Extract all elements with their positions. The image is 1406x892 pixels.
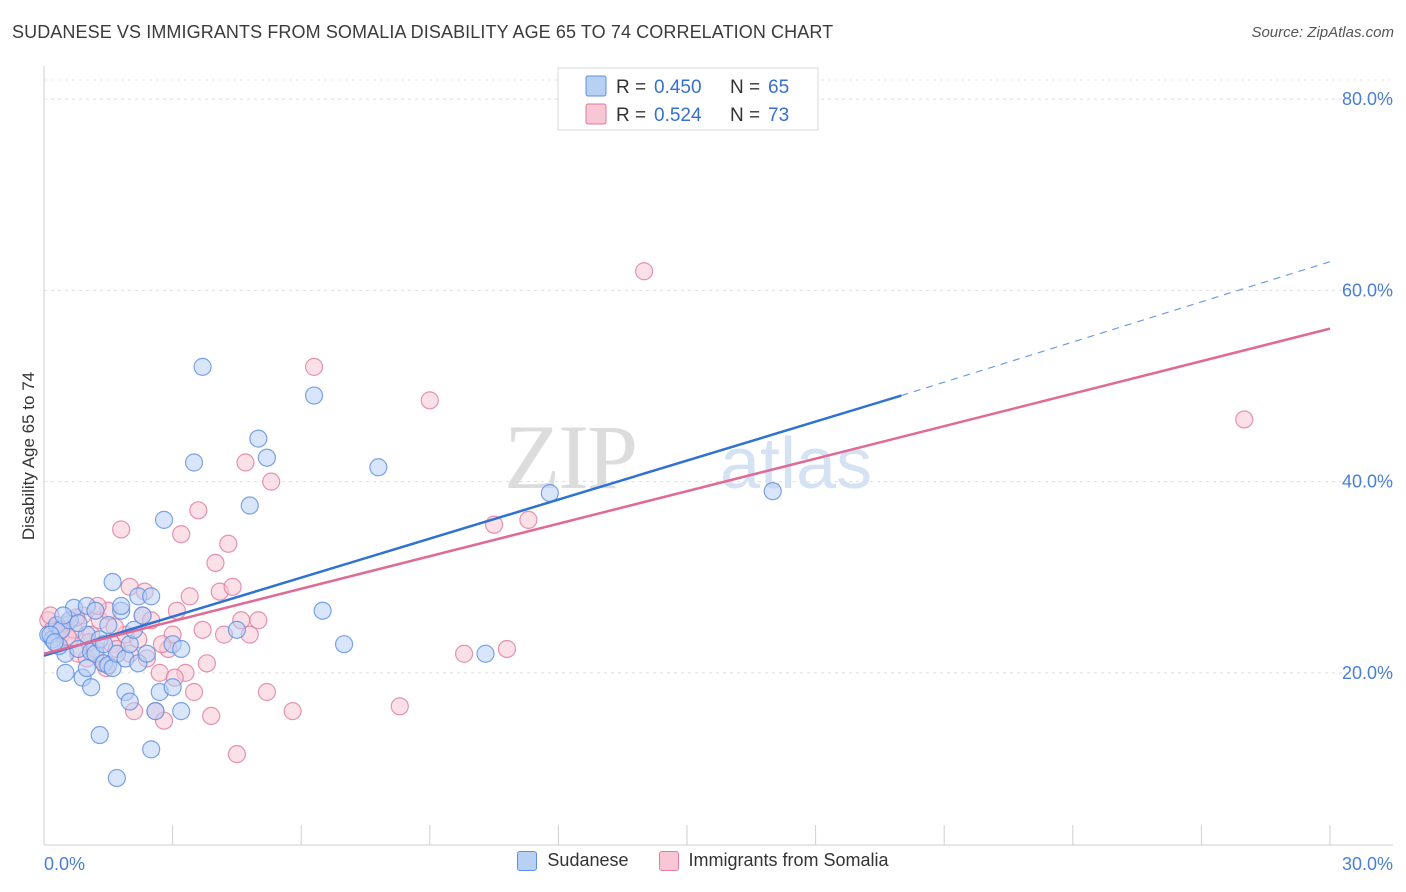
point-sudanese-49 [249, 429, 268, 448]
point-sudanese-24 [107, 768, 126, 788]
legend-item-sudanese: Sudanese [517, 850, 629, 871]
legend-top-r-value-1: 0.524 [654, 105, 702, 126]
point-somalia-45 [227, 745, 246, 764]
point-sudanese-63 [54, 606, 73, 625]
point-sudanese-53 [334, 635, 354, 654]
series-immigrants-from-somalia [39, 262, 1254, 764]
legend-top-swatch-0 [585, 75, 607, 97]
x-tick-label-min: 0.0% [44, 854, 85, 874]
point-sudanese-44 [172, 639, 191, 659]
point-sudanese-40 [154, 510, 174, 529]
point-sudanese-57 [763, 482, 782, 501]
bottom-legend: Sudanese Immigrants from Somalia [0, 850, 1406, 871]
point-somalia-49 [249, 611, 268, 630]
legend-swatch-sudanese [517, 850, 538, 871]
legend-top-n-value-0: 65 [768, 77, 789, 98]
point-somalia-17 [112, 520, 131, 539]
legend-top-swatch-1 [585, 103, 607, 125]
point-sudanese-14 [82, 678, 101, 697]
point-sudanese-50 [257, 448, 277, 467]
point-somalia-50 [257, 682, 277, 702]
point-sudanese-31 [120, 692, 139, 711]
point-sudanese-56 [540, 484, 559, 503]
legend-top-r-label-1: R = [616, 105, 646, 126]
trend-lines [43, 261, 1331, 657]
point-sudanese-52 [313, 601, 332, 620]
point-somalia-60 [635, 262, 654, 281]
point-somalia-34 [180, 587, 199, 606]
y-tick-label-60: 60.0% [1342, 280, 1393, 300]
point-sudanese-41 [163, 678, 182, 697]
source-label: Source: ZipAtlas.com [1251, 24, 1394, 41]
point-somalia-39 [202, 706, 221, 726]
point-somalia-37 [193, 620, 212, 639]
point-sudanese-5 [56, 663, 75, 682]
point-sudanese-45 [184, 453, 204, 472]
point-somalia-57 [497, 639, 517, 659]
point-somalia-40 [206, 553, 225, 573]
legend-swatch-immigrants-from-somalia [658, 850, 679, 871]
trend-line-sudanese-extension [901, 261, 1331, 397]
point-sudanese-55 [476, 644, 495, 663]
trend-line-sudanese [43, 394, 902, 657]
point-somalia-59 [519, 510, 538, 529]
point-sudanese-51 [304, 386, 324, 405]
point-sudanese-23 [103, 572, 122, 592]
legend-top-r-label-0: R = [616, 77, 646, 98]
point-sudanese-38 [146, 702, 165, 721]
point-somalia-38 [197, 654, 216, 673]
point-somalia-47 [236, 453, 255, 472]
point-sudanese-15 [86, 601, 105, 620]
point-sudanese-48 [240, 496, 259, 515]
chart-title: SUDANESE VS IMMIGRANTS FROM SOMALIA DISA… [12, 22, 834, 42]
point-somalia-53 [304, 357, 324, 376]
legend-label-sudanese: Sudanese [547, 850, 629, 870]
legend-top-n-label-0: N = [730, 77, 760, 98]
point-sudanese-62 [137, 644, 156, 663]
trend-line-immigrants-from-somalia [43, 327, 1331, 655]
point-sudanese-27 [112, 596, 131, 616]
point-somalia-44 [223, 577, 242, 596]
gridlines [44, 79, 1393, 674]
point-sudanese-60 [69, 614, 88, 633]
y-axis-label: Disability Age 65 to 74 [19, 372, 38, 540]
point-sudanese-36 [142, 740, 161, 759]
legend-item-immigrants-from-somalia: Immigrants from Somalia [658, 850, 889, 871]
point-somalia-51 [262, 472, 281, 491]
top-legend: R = 0.450 N = 65 R = 0.524 N = 73 [557, 67, 819, 131]
point-sudanese-47 [227, 620, 246, 639]
point-somalia-32 [172, 525, 191, 544]
y-tick-label-40: 40.0% [1342, 472, 1393, 492]
point-sudanese-37 [142, 587, 161, 606]
axes [43, 66, 1393, 846]
point-somalia-35 [184, 682, 204, 702]
legend-label-immigrants-from-somalia: Immigrants from Somalia [688, 850, 889, 870]
point-sudanese-18 [90, 725, 109, 745]
y-tick-label-20: 20.0% [1342, 663, 1393, 683]
point-somalia-27 [150, 663, 169, 682]
series-sudanese [39, 357, 782, 788]
point-somalia-61 [1235, 410, 1254, 429]
point-sudanese-64 [45, 633, 64, 652]
point-somalia-54 [390, 697, 409, 716]
legend-top-n-value-1: 73 [768, 105, 789, 126]
point-sudanese-35 [133, 606, 152, 625]
legend-top-n-label-1: N = [730, 105, 760, 126]
point-somalia-43 [219, 534, 238, 553]
point-sudanese-46 [193, 357, 212, 376]
x-tick-label-max: 30.0% [1342, 854, 1393, 874]
point-somalia-52 [283, 702, 302, 721]
point-sudanese-20 [99, 615, 118, 635]
y-tick-labels: 20.0% 40.0% 60.0% 80.0% [1342, 89, 1393, 683]
point-sudanese-43 [172, 702, 191, 721]
point-sudanese-54 [369, 458, 388, 477]
point-somalia-56 [454, 644, 474, 663]
legend-top-r-value-0: 0.450 [654, 77, 702, 98]
point-somalia-36 [189, 501, 208, 520]
y-tick-label-80: 80.0% [1342, 89, 1393, 109]
watermark-zip: ZIP [504, 406, 636, 508]
point-somalia-55 [420, 391, 439, 410]
